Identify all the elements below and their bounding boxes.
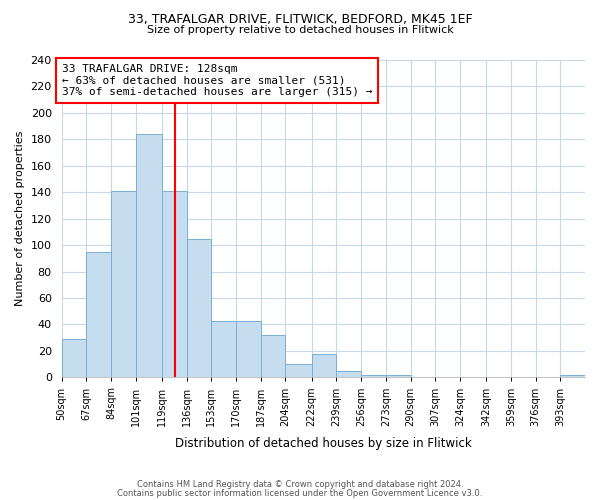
Bar: [62, 339, 86, 378]
Bar: [361, 374, 386, 378]
Text: Contains public sector information licensed under the Open Government Licence v3: Contains public sector information licen…: [118, 488, 482, 498]
Bar: [261, 335, 286, 378]
Bar: [236, 320, 261, 378]
Bar: [211, 320, 236, 378]
Bar: [162, 191, 187, 378]
X-axis label: Distribution of detached houses by size in Flitwick: Distribution of detached houses by size …: [175, 437, 472, 450]
Bar: [386, 374, 410, 378]
Bar: [311, 354, 337, 378]
Bar: [337, 370, 361, 378]
Bar: [286, 364, 311, 378]
Text: Size of property relative to detached houses in Flitwick: Size of property relative to detached ho…: [146, 25, 454, 35]
Bar: [111, 191, 136, 378]
Text: Contains HM Land Registry data © Crown copyright and database right 2024.: Contains HM Land Registry data © Crown c…: [137, 480, 463, 489]
Text: 33, TRAFALGAR DRIVE, FLITWICK, BEDFORD, MK45 1EF: 33, TRAFALGAR DRIVE, FLITWICK, BEDFORD, …: [128, 12, 472, 26]
Bar: [560, 374, 585, 378]
Bar: [136, 134, 162, 378]
Bar: [187, 238, 211, 378]
Bar: [86, 252, 111, 378]
Text: 33 TRAFALGAR DRIVE: 128sqm
← 63% of detached houses are smaller (531)
37% of sem: 33 TRAFALGAR DRIVE: 128sqm ← 63% of deta…: [62, 64, 372, 97]
Y-axis label: Number of detached properties: Number of detached properties: [15, 131, 25, 306]
